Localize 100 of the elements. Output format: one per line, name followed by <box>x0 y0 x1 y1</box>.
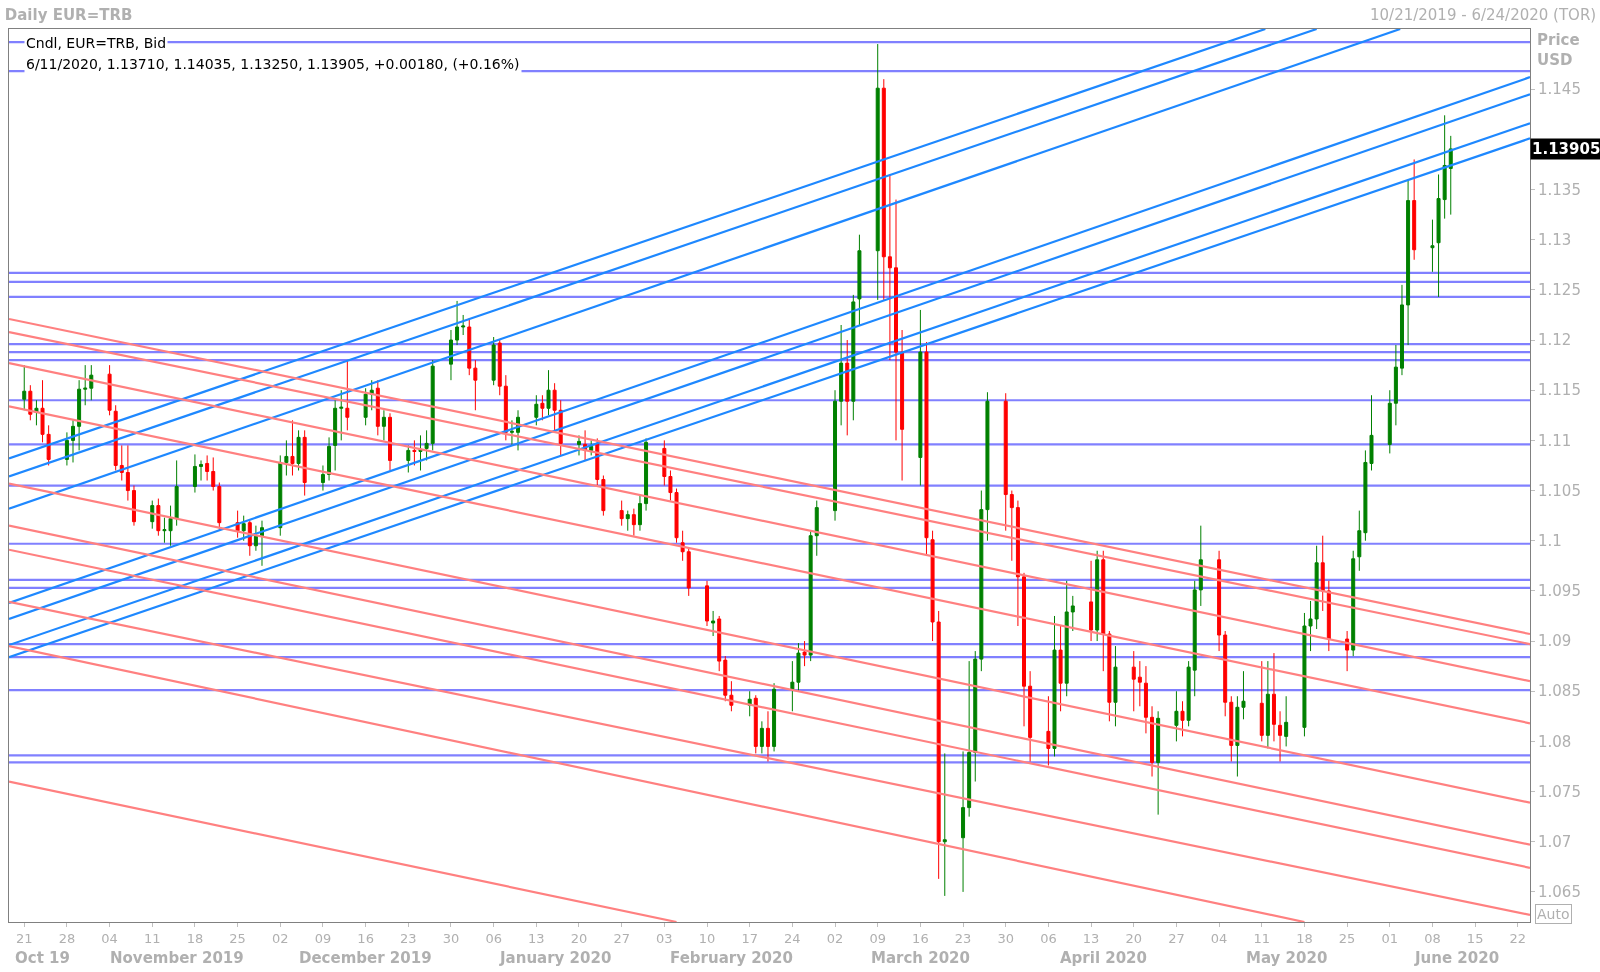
candlestick <box>1186 660 1191 727</box>
candlestick <box>930 530 935 642</box>
candlestick <box>1113 645 1118 727</box>
candlestick <box>412 439 417 466</box>
x-tick-label: 08 <box>1424 930 1441 946</box>
x-tick-label: 11 <box>1253 930 1271 946</box>
text: Auto <box>1537 906 1570 922</box>
y-tick-label: 1.1 <box>1538 531 1562 550</box>
candlestick <box>339 389 344 441</box>
candlestick <box>759 720 764 754</box>
candlestick <box>1357 510 1362 572</box>
y-axis-title: Price USD <box>1537 31 1580 69</box>
candlestick <box>1107 630 1112 722</box>
x-tick-label: 09 <box>314 930 332 946</box>
y-tick-label: 1.145 <box>1538 80 1581 99</box>
candlestick <box>881 78 886 301</box>
candlestick <box>833 389 838 522</box>
candlestick <box>107 364 112 416</box>
candlestick <box>156 498 161 537</box>
candlestick <box>973 650 978 783</box>
candlestick <box>1174 690 1179 742</box>
x2-tick-label: June 2020 <box>1414 949 1500 967</box>
x2-tick-label: March 2020 <box>871 949 970 967</box>
candlestick <box>772 682 777 752</box>
y-tick-label: 1.135 <box>1538 180 1581 199</box>
candlestick <box>320 464 325 492</box>
y-tick-label: 1.065 <box>1538 883 1581 902</box>
candlestick <box>546 369 551 416</box>
candlestick <box>1412 158 1417 261</box>
candlestick <box>1009 490 1014 562</box>
candlestick <box>1101 550 1106 672</box>
candlestick <box>887 173 892 361</box>
y-tick-label: 1.095 <box>1538 582 1581 601</box>
candlestick <box>1137 660 1142 707</box>
candlestick <box>1393 344 1398 426</box>
candlestick <box>857 234 862 326</box>
candlestick <box>278 454 283 537</box>
candlestick <box>71 419 75 463</box>
x-tick-label: 02 <box>826 930 844 946</box>
x2-tick-label: February 2020 <box>670 949 793 967</box>
x-tick-label: 28 <box>58 930 76 946</box>
annotation: Cndl, EUR=TRB, Bid <box>26 35 167 51</box>
chart-title: Daily EUR=TRB <box>4 5 133 24</box>
candlestick <box>814 500 819 557</box>
x-tick-label: 20 <box>1125 930 1143 946</box>
candlestick <box>64 431 69 466</box>
candlestick <box>1229 695 1234 762</box>
candlestick <box>284 439 289 476</box>
candlestick <box>461 314 466 336</box>
candlestick <box>1406 179 1411 346</box>
candlestick <box>619 500 624 527</box>
y-tick-label: 1.075 <box>1538 782 1581 801</box>
chart-subtitle: 10/21/2019 - 6/24/2020 (TOR) <box>1370 6 1597 24</box>
candlestick <box>1436 173 1441 298</box>
candlestick <box>1131 650 1136 712</box>
candlestick <box>631 508 636 537</box>
candlestick <box>131 485 136 527</box>
candlestick <box>1278 710 1283 762</box>
x-tick-label: 01 <box>1381 930 1399 946</box>
candlestick <box>534 394 539 426</box>
candlestick <box>491 336 496 386</box>
x-tick-label: 16 <box>357 930 374 946</box>
candlestick <box>77 379 82 451</box>
x-tick-label: 30 <box>997 930 1014 946</box>
candlestick <box>900 329 905 482</box>
candlestick <box>1180 700 1185 737</box>
candlestick <box>467 317 472 376</box>
candlestick <box>1089 560 1094 642</box>
candlestick <box>192 453 197 494</box>
x-tick-label: 13 <box>1082 930 1100 946</box>
candlestick <box>253 525 258 552</box>
x-tick-label: 22 <box>1509 930 1527 946</box>
x-tick-label: 25 <box>229 930 246 946</box>
text: 1.13905 <box>1532 140 1600 158</box>
candlestick <box>894 199 898 441</box>
candlestick <box>1387 389 1392 454</box>
candlestick <box>333 399 338 471</box>
candlestick <box>979 490 984 672</box>
candlestick <box>765 710 770 762</box>
x-tick-label: 09 <box>869 930 886 946</box>
x-tick-label: 27 <box>1168 930 1185 946</box>
x-tick-label: 20 <box>570 930 588 946</box>
candlestick <box>418 434 423 471</box>
candlestick <box>918 309 923 487</box>
candlestick <box>936 610 941 880</box>
candlestick <box>845 339 850 436</box>
x-tick-label: 25 <box>1338 930 1356 946</box>
candlestick <box>363 387 368 426</box>
candlestick <box>1156 710 1161 816</box>
candlestick <box>717 615 722 672</box>
x-tick-label: 16 <box>912 930 929 946</box>
x2-tick-label: April 2020 <box>1060 949 1147 967</box>
candlestick <box>1271 652 1276 742</box>
y-tick-label: 1.07 <box>1538 832 1572 851</box>
candlestick <box>625 510 630 532</box>
candlestick <box>851 294 856 421</box>
x-tick-label: 23 <box>954 930 972 946</box>
candlestick <box>406 444 411 473</box>
x-tick-label: 18 <box>1296 930 1313 946</box>
y-tick-label: 1.12 <box>1538 331 1572 350</box>
